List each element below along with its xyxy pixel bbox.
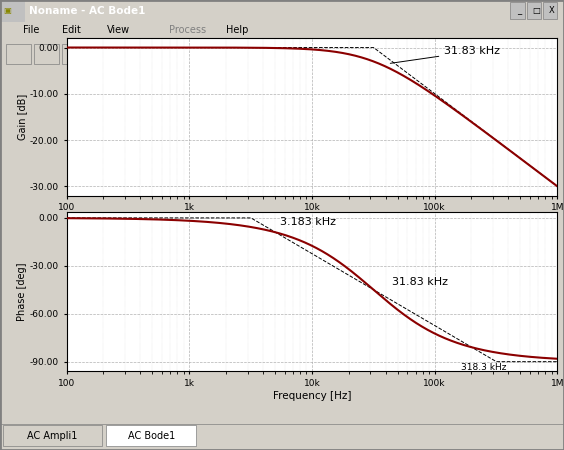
FancyBboxPatch shape xyxy=(297,44,319,64)
FancyBboxPatch shape xyxy=(399,44,420,64)
Bar xyxy=(0,0,25,22)
Text: 31.83 kHz: 31.83 kHz xyxy=(390,46,500,63)
Text: Help: Help xyxy=(226,25,248,35)
Text: File: File xyxy=(23,25,39,35)
Text: AC Bode1: AC Bode1 xyxy=(127,431,175,441)
Text: X: X xyxy=(549,6,554,15)
FancyBboxPatch shape xyxy=(196,44,217,64)
FancyBboxPatch shape xyxy=(423,44,444,64)
Text: 31.83 kHz: 31.83 kHz xyxy=(392,277,448,287)
FancyBboxPatch shape xyxy=(527,2,541,19)
FancyBboxPatch shape xyxy=(171,44,193,64)
FancyBboxPatch shape xyxy=(321,44,343,64)
FancyBboxPatch shape xyxy=(374,44,396,64)
FancyBboxPatch shape xyxy=(34,44,59,64)
Text: Edit: Edit xyxy=(62,25,81,35)
Text: ▣: ▣ xyxy=(3,6,11,15)
Text: Noname - AC Bode1: Noname - AC Bode1 xyxy=(29,6,146,16)
FancyBboxPatch shape xyxy=(249,44,270,64)
FancyBboxPatch shape xyxy=(510,2,525,19)
Text: 318.3 kHz: 318.3 kHz xyxy=(461,363,506,372)
FancyBboxPatch shape xyxy=(6,44,31,64)
Text: □: □ xyxy=(532,6,540,15)
FancyBboxPatch shape xyxy=(273,44,294,64)
Y-axis label: Gain [dB]: Gain [dB] xyxy=(17,94,27,140)
Text: View: View xyxy=(107,25,130,35)
Text: Process: Process xyxy=(169,25,206,35)
Text: 3.183 kHz: 3.183 kHz xyxy=(280,217,336,228)
FancyBboxPatch shape xyxy=(220,44,241,64)
FancyBboxPatch shape xyxy=(3,425,102,446)
X-axis label: Frequency [Hz]: Frequency [Hz] xyxy=(272,391,351,401)
FancyBboxPatch shape xyxy=(543,2,557,19)
FancyBboxPatch shape xyxy=(123,44,144,64)
Y-axis label: Phase [deg]: Phase [deg] xyxy=(17,262,27,320)
FancyBboxPatch shape xyxy=(62,44,87,64)
X-axis label: Frequency [Hz]: Frequency [Hz] xyxy=(272,215,351,225)
FancyBboxPatch shape xyxy=(346,44,367,64)
FancyBboxPatch shape xyxy=(147,44,169,64)
Text: _: _ xyxy=(517,6,521,15)
Text: AC Ampli1: AC Ampli1 xyxy=(27,431,77,441)
FancyBboxPatch shape xyxy=(106,425,196,446)
FancyBboxPatch shape xyxy=(90,44,116,64)
